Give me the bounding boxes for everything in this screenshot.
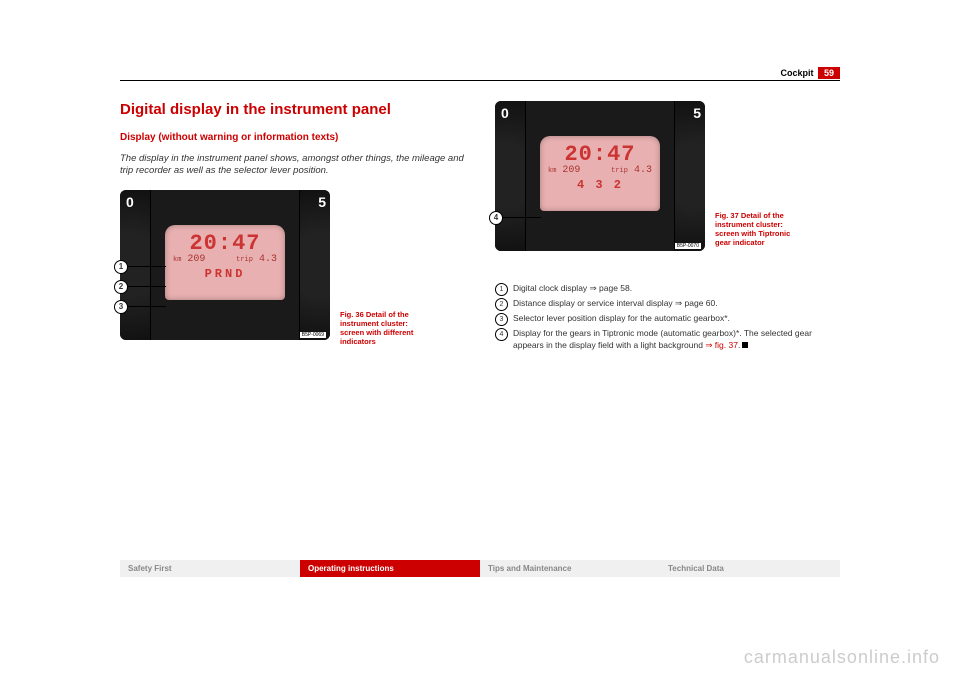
trip-label: trip [236,256,253,264]
callout-4: 4 [489,211,503,225]
trip-label: trip [611,167,628,175]
right-dial [299,190,330,340]
fig37-caption: Fig. 37 Detail of the instrument cluster… [715,211,805,247]
cluster-screen-37: 0 5 20:47 km 209 trip 4.3 4 3 2 B5P-0070 [495,101,705,251]
marker-4: 4 [495,328,508,341]
right-dial [674,101,705,251]
callout-1-line [128,266,166,267]
watermark: carmanualsonline.info [744,647,940,668]
item-2-text: Distance display or service interval dis… [513,298,718,308]
callout-1: 1 [114,260,128,274]
right-column: 0 5 20:47 km 209 trip 4.3 4 3 2 B5P-0070… [495,101,840,366]
footer-tabs: Safety First Operating instructions Tips… [120,560,840,577]
item-3-text: Selector lever position display for the … [513,313,730,323]
callout-4-line [503,217,541,218]
page-number: 59 [818,67,840,79]
lcd-gear-row: 4 3 2 [540,178,660,192]
cluster-screen-36: 0 5 20:47 km 209 trip 4.3 PRND B5P-0069 [120,190,330,340]
tab-operating[interactable]: Operating instructions [300,560,480,577]
item-4-text-b: . [738,340,740,350]
list-item: 3 Selector lever position display for the… [495,313,840,325]
running-header: Cockpit 59 [780,67,840,79]
item-4-figref: ⇒ fig. 37 [705,340,738,350]
scale-left: 0 [126,194,134,210]
marker-1: 1 [495,283,508,296]
left-column: Digital display in the instrument panel … [120,101,465,366]
tab-safety[interactable]: Safety First [120,560,300,577]
figure-37: 0 5 20:47 km 209 trip 4.3 4 3 2 B5P-0070… [495,101,840,271]
marker-2: 2 [495,298,508,311]
callout-2-line [128,286,166,287]
tab-tips[interactable]: Tips and Maintenance [480,560,660,577]
section-title: Digital display in the instrument panel [120,101,465,118]
list-item: 4 Display for the gears in Tiptronic mod… [495,328,840,352]
figure-36: 0 5 20:47 km 209 trip 4.3 PRND B5P-0069 … [120,190,465,360]
marker-3: 3 [495,313,508,326]
item-4-text-a: Display for the gears in Tiptronic mode … [513,328,812,350]
intro-paragraph: The display in the instrument panel show… [120,153,465,178]
list-item: 2 Distance display or service interval di… [495,298,840,310]
header-rule: Cockpit 59 [120,80,840,81]
callout-descriptions: 1 Digital clock display ⇒ page 58. 2 Dista… [495,283,840,351]
lcd-time: 20:47 [165,231,285,256]
callout-2: 2 [114,280,128,294]
lcd-37: 20:47 km 209 trip 4.3 4 3 2 [540,136,660,211]
scale-left: 0 [501,105,509,121]
lcd-36: 20:47 km 209 trip 4.3 PRND [165,225,285,300]
list-item: 1 Digital clock display ⇒ page 58. [495,283,840,295]
tab-technical[interactable]: Technical Data [660,560,840,577]
lcd-gear-row: PRND [165,267,285,281]
fig36-caption: Fig. 36 Detail of the instrument cluster… [340,310,430,346]
callout-3: 3 [114,300,128,314]
chapter-name: Cockpit [780,68,813,78]
km-label: km [548,167,556,175]
odo-value: 209 [187,254,205,265]
two-column-layout: Digital display in the instrument panel … [120,101,840,366]
item-1-text: Digital clock display ⇒ page 58. [513,283,632,293]
km-label: km [173,256,181,264]
lcd-time: 20:47 [540,142,660,167]
image-code: B5P-0070 [675,243,701,249]
left-dial [495,101,526,251]
odo-value: 209 [562,165,580,176]
scale-right: 5 [693,105,701,121]
page-content: Cockpit 59 Digital display in the instru… [120,80,840,366]
trip-value: 4.3 [259,254,277,265]
callout-3-line [128,306,166,307]
trip-value: 4.3 [634,165,652,176]
section-subtitle: Display (without warning or information … [120,132,465,143]
image-code: B5P-0069 [300,332,326,338]
end-of-section-icon [742,342,748,348]
scale-right: 5 [318,194,326,210]
